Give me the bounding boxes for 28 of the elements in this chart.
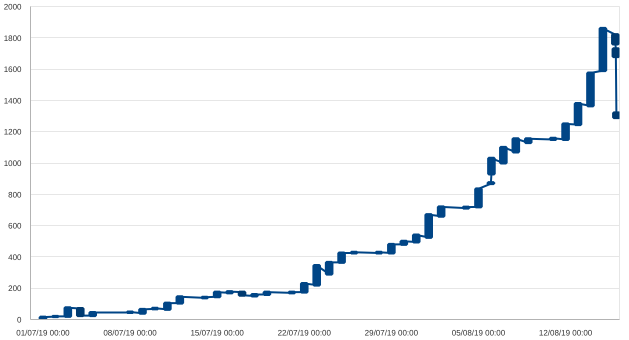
- x-tick-label: 15/07/19 00:00: [190, 328, 244, 338]
- x-tick-label: 05/08/19 00:00: [452, 328, 506, 338]
- y-tick-label: 200: [8, 284, 22, 294]
- y-tick-label: 1600: [4, 65, 22, 74]
- candlestick: [324, 260, 334, 276]
- candlestick: [312, 264, 322, 287]
- x-tick-label: 29/07/19 00:00: [364, 328, 419, 338]
- y-tick-label: 1400: [4, 96, 22, 106]
- x-tick-label: 01/07/19 00:00: [16, 328, 70, 338]
- candlestick: [436, 205, 446, 218]
- candlestick: [499, 146, 508, 164]
- y-tick-label: 1200: [4, 128, 22, 137]
- y-tick-label: 800: [8, 190, 22, 200]
- x-tick-label: 12/08/19 00:00: [538, 328, 593, 338]
- y-tick-label: 0: [17, 316, 22, 324]
- candlestick: [574, 102, 582, 126]
- y-tick-label: 400: [8, 252, 22, 262]
- candlestick: [424, 213, 433, 239]
- candlestick: [512, 137, 520, 154]
- candlestick: [337, 251, 346, 264]
- y-tick-label: 600: [8, 222, 22, 231]
- y-tick-label: 1000: [4, 159, 22, 168]
- candlestick: [561, 122, 570, 142]
- candlestick: [474, 187, 483, 208]
- x-tick-label: 22/07/19 00:00: [278, 328, 332, 338]
- y-tick-label: 1800: [4, 34, 22, 43]
- y-tick-label: 2000: [4, 2, 22, 12]
- x-tick-label: 08/07/19 00:00: [103, 328, 158, 338]
